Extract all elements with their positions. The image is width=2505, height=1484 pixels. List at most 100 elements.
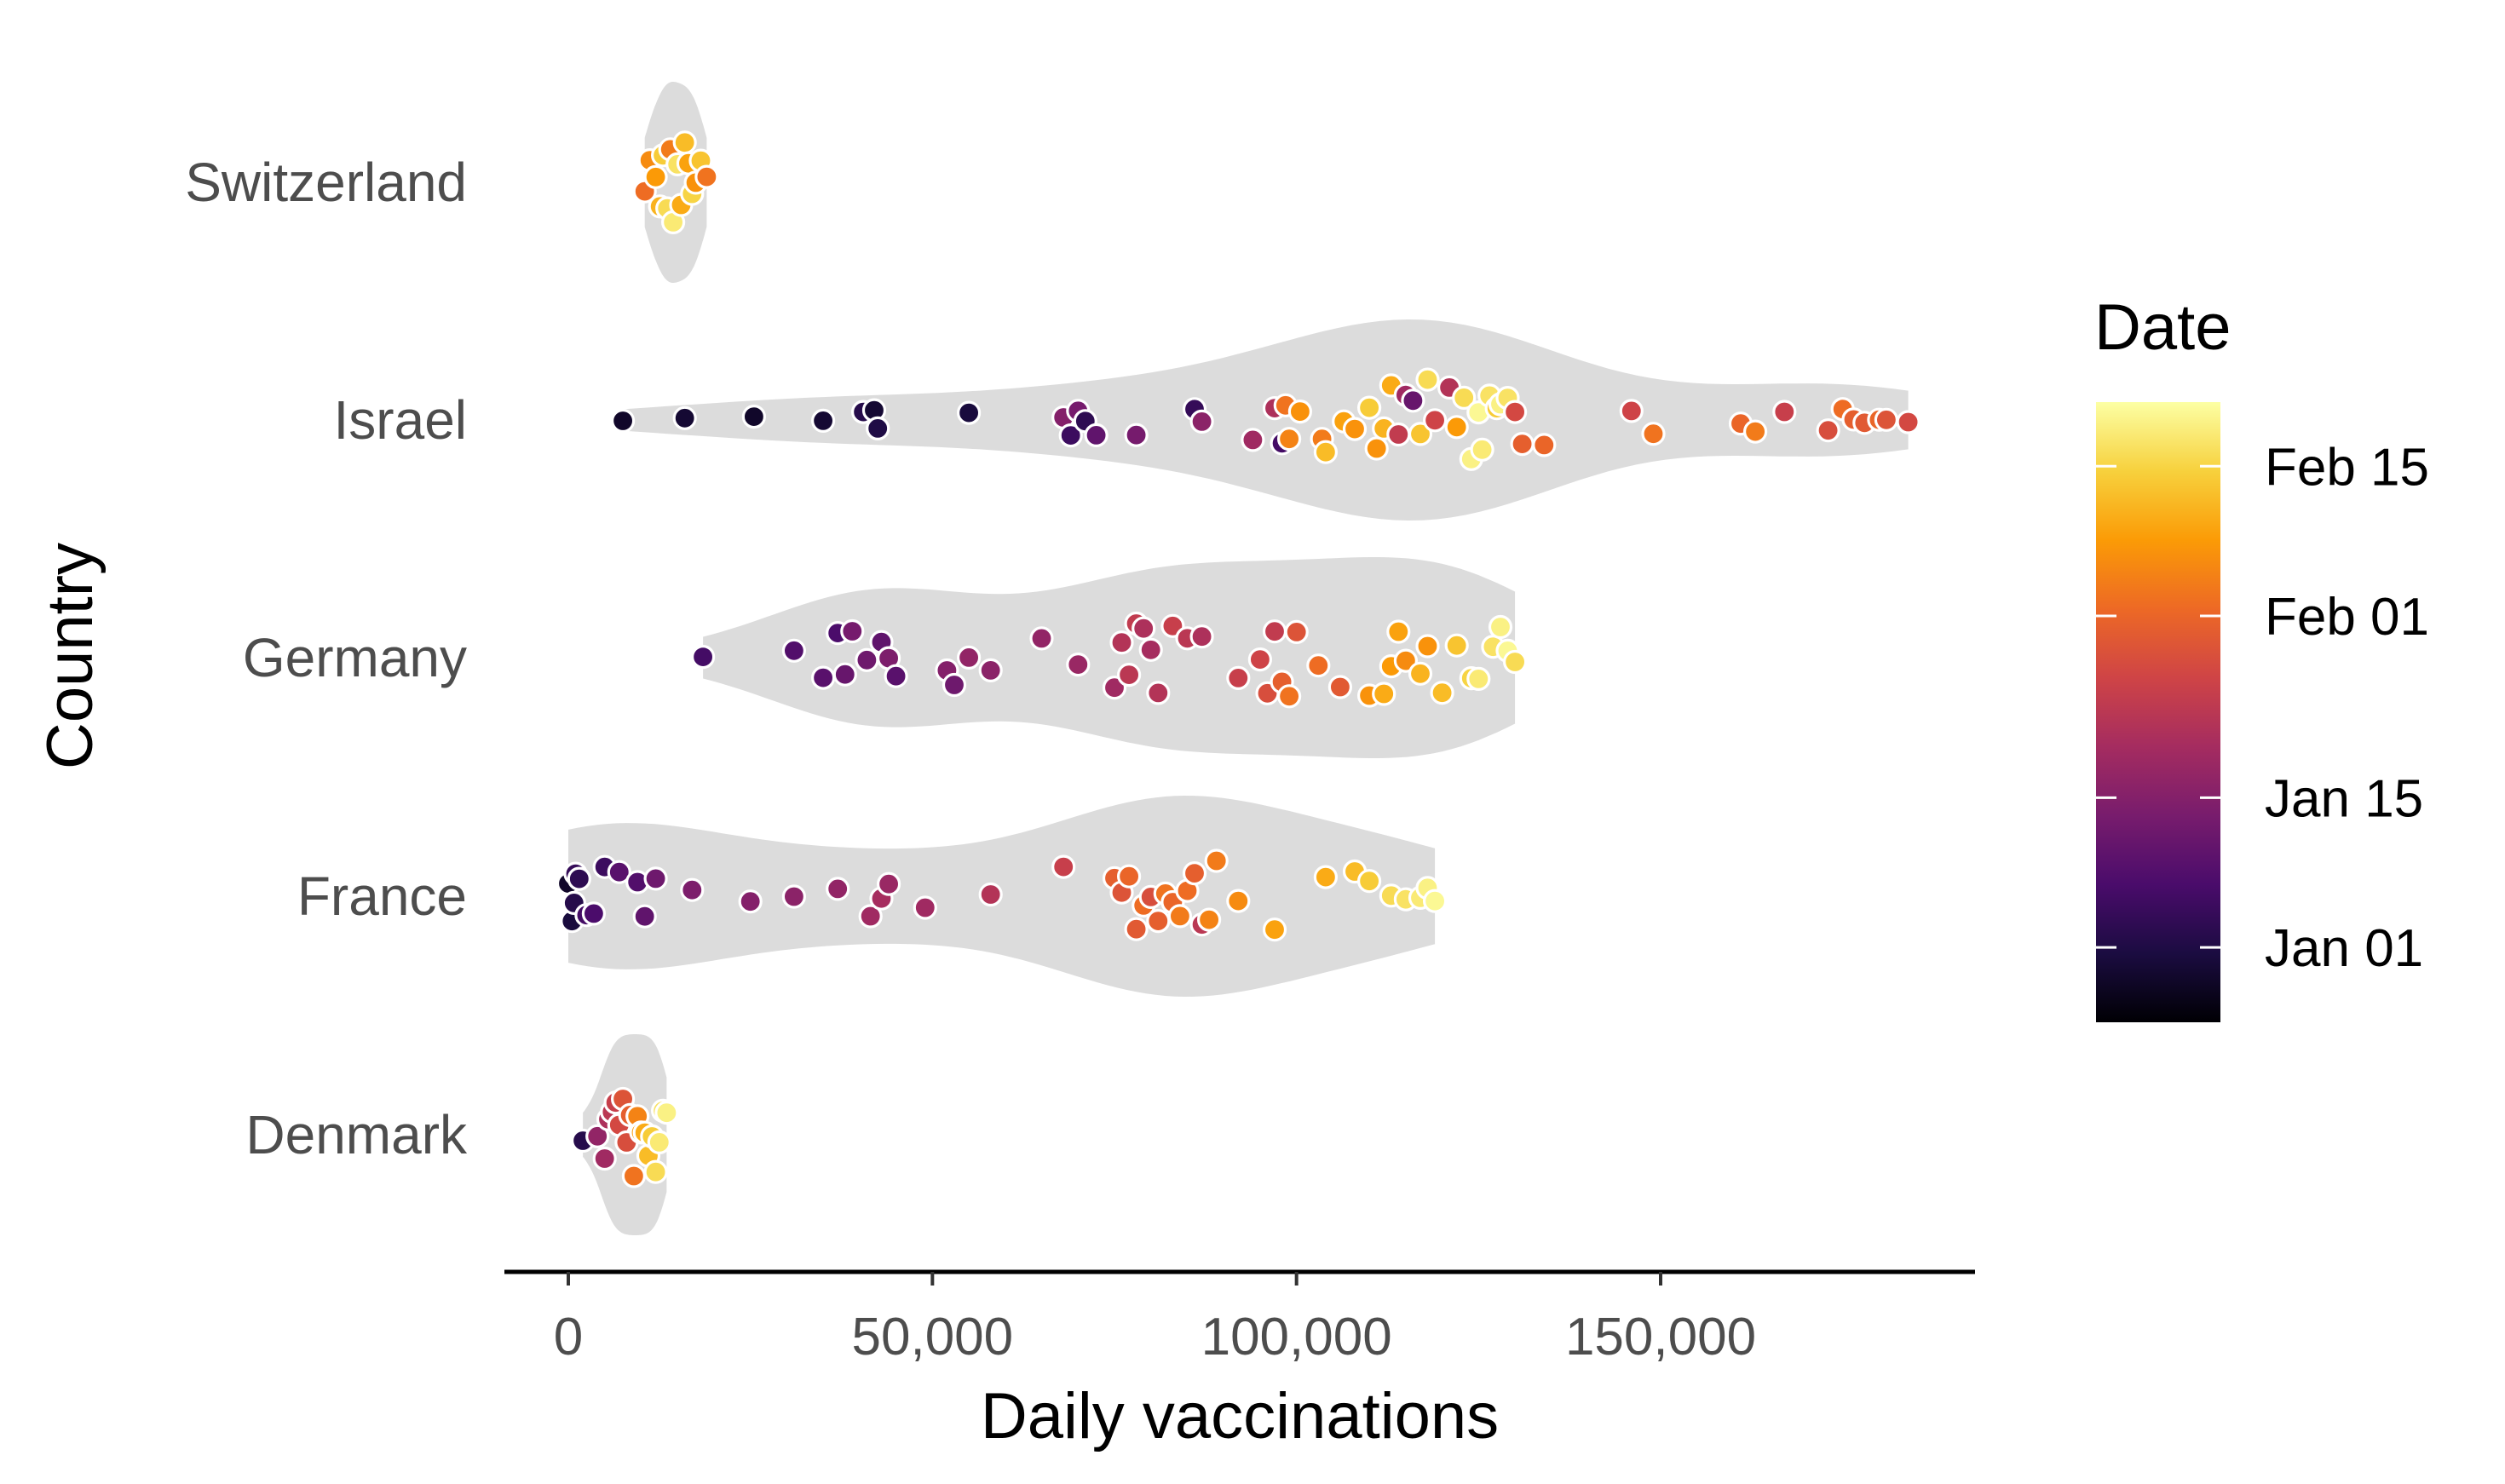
data-point-germany	[1488, 614, 1513, 640]
y-axis-title: Country	[34, 543, 107, 769]
data-point-germany	[1109, 630, 1134, 655]
x-tick-label: 50,000	[852, 1308, 1014, 1366]
violin-israel	[623, 319, 1909, 521]
data-point-germany	[690, 644, 716, 670]
y-tick-label: Denmark	[245, 1104, 468, 1165]
data-point-israel	[1189, 409, 1214, 434]
data-point-israel	[741, 405, 767, 429]
y-tick-label: Germany	[243, 627, 467, 688]
data-point-israel	[956, 400, 982, 425]
data-point-germany	[1189, 624, 1214, 649]
data-point-germany	[840, 618, 865, 644]
x-axis-ticks: 0 50,000 100,000 150,000	[554, 1272, 1756, 1366]
data-point-israel	[1743, 419, 1768, 444]
violin-germany	[703, 557, 1516, 758]
data-point-denmark	[654, 1101, 679, 1125]
data-point-denmark	[643, 1159, 668, 1184]
data-point-israel	[866, 416, 890, 440]
x-axis-title: Daily vaccinations	[981, 1380, 1499, 1452]
data-point-israel	[1422, 408, 1448, 433]
data-point-france	[581, 901, 607, 926]
data-point-germany	[1408, 661, 1433, 686]
data-point-germany	[956, 645, 982, 670]
legend-title: Date	[2094, 291, 2231, 364]
data-point-germany	[1029, 626, 1054, 651]
data-point-israel	[1287, 400, 1313, 424]
data-point-germany	[1372, 682, 1396, 706]
data-point-france	[826, 877, 850, 901]
data-point-denmark	[585, 1124, 610, 1148]
data-point-israel	[1470, 437, 1494, 462]
data-point-israel	[1816, 418, 1840, 443]
data-point-israel	[1342, 417, 1368, 441]
colorbar-ticks: Jan 01 Jan 15 Feb 01 Feb 15	[2096, 438, 2429, 978]
data-point-germany	[1116, 662, 1142, 687]
data-point-israel	[810, 408, 836, 433]
data-point-france	[680, 877, 705, 902]
colorbar-tick-label: Jan 01	[2265, 919, 2423, 978]
data-point-israel	[1874, 407, 1898, 432]
data-point-israel	[1276, 427, 1302, 452]
y-tick-label: France	[297, 866, 467, 927]
data-point-france	[1204, 848, 1229, 873]
data-point-germany	[1415, 634, 1440, 659]
data-point-germany	[1502, 649, 1528, 675]
colorbar-tick-label: Feb 15	[2265, 438, 2429, 497]
data-point-france	[1313, 865, 1339, 889]
data-point-israel	[1619, 399, 1644, 423]
data-point-germany	[1247, 647, 1273, 672]
data-point-france	[1182, 860, 1207, 886]
violin-layer	[568, 82, 1909, 1235]
colorbar-tick-label: Feb 01	[2265, 588, 2429, 647]
data-point-germany	[832, 662, 857, 687]
data-point-germany	[1226, 665, 1251, 691]
data-point-denmark	[647, 1130, 671, 1155]
color-legend: Date Jan 01 Jan 15 Feb 01 Feb 15	[2094, 291, 2429, 1022]
data-point-germany	[1276, 684, 1302, 709]
data-point-france	[1116, 864, 1142, 889]
data-point-france	[1422, 889, 1448, 913]
data-point-france	[1051, 854, 1076, 879]
data-point-germany	[1132, 616, 1156, 641]
data-point-israel	[1356, 395, 1382, 420]
data-point-france	[1356, 869, 1382, 894]
data-point-germany	[1444, 633, 1469, 658]
data-point-switzerland	[672, 130, 697, 155]
data-point-france	[1226, 889, 1251, 913]
data-point-israel	[1386, 422, 1411, 447]
data-point-israel	[672, 406, 697, 430]
data-point-denmark	[621, 1164, 647, 1188]
data-point-israel	[1896, 410, 1920, 434]
y-axis-ticks: Switzerland Israel Germany France Denmark	[185, 152, 468, 1165]
data-point-israel	[1401, 388, 1425, 413]
data-point-france	[1167, 904, 1193, 929]
data-point-israel	[1241, 428, 1265, 452]
data-point-germany	[781, 638, 807, 663]
data-point-france	[738, 889, 763, 914]
data-point-israel	[1364, 436, 1389, 461]
data-point-germany	[1138, 637, 1163, 662]
x-tick-label: 150,000	[1565, 1308, 1756, 1366]
data-point-france	[1262, 917, 1287, 942]
y-tick-label: Switzerland	[185, 152, 467, 213]
data-point-germany	[978, 658, 1003, 683]
data-point-france	[632, 904, 657, 929]
data-point-switzerland	[694, 164, 719, 189]
x-tick-label: 100,000	[1201, 1308, 1392, 1366]
data-point-israel	[1532, 433, 1557, 457]
data-point-france	[913, 895, 937, 920]
data-point-israel	[1124, 423, 1149, 447]
data-point-germany	[1262, 619, 1287, 644]
data-point-israel	[1084, 423, 1109, 447]
data-point-france	[1146, 908, 1171, 934]
data-point-israel	[610, 408, 636, 434]
data-point-israel	[1641, 422, 1666, 446]
data-point-france	[978, 882, 1003, 907]
data-point-france	[781, 884, 807, 909]
data-point-israel	[1510, 431, 1535, 457]
data-point-france	[858, 904, 883, 929]
data-point-germany	[855, 647, 879, 672]
data-point-germany	[1466, 666, 1491, 692]
